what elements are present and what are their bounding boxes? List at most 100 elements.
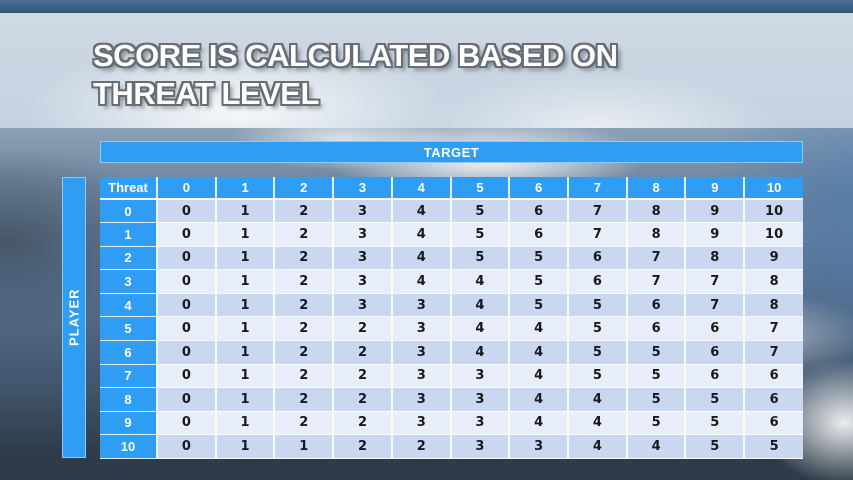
score-cell: 4 (450, 316, 511, 341)
score-cell: 1 (215, 316, 276, 341)
score-cell: 8 (685, 246, 746, 271)
score-cell: 1 (215, 246, 276, 271)
score-cell: 3 (509, 434, 570, 459)
score-cell: 4 (391, 199, 452, 224)
score-cell: 5 (450, 246, 511, 271)
player-group-label: PLAYER (66, 288, 82, 347)
score-cell: 2 (274, 411, 335, 436)
score-cell: 5 (509, 293, 570, 318)
score-cell: 3 (333, 199, 393, 224)
score-cell: 1 (215, 269, 276, 294)
score-cell: 0 (157, 199, 217, 224)
score-table: Threat 0 1 2 3 4 5 6 7 8 9 10 0 0 1 2 3 4 5 6 7 8 9 10 1 0 1 2 3 4 5… (100, 177, 803, 459)
target-group-header: TARGET (100, 141, 803, 163)
score-cell: 5 (626, 364, 687, 389)
score-cell: 5 (509, 269, 570, 294)
score-cell: 9 (685, 199, 746, 224)
threat-corner-cell: Threat (100, 177, 158, 200)
score-cell: 0 (157, 293, 217, 318)
table-head-row: Threat 0 1 2 3 4 5 6 7 8 9 10 (100, 177, 803, 200)
score-cell: 6 (744, 411, 803, 436)
score-cell: 6 (685, 340, 746, 365)
score-cell: 4 (450, 293, 511, 318)
score-cell: 3 (391, 387, 452, 412)
score-cell: 2 (333, 434, 393, 459)
player-row-label: 0 (100, 199, 158, 224)
player-row-label: 8 (100, 387, 158, 412)
score-cell: 1 (215, 434, 276, 459)
score-cell: 2 (274, 269, 335, 294)
score-cell: 4 (391, 222, 452, 247)
score-cell: 3 (333, 222, 393, 247)
score-cell: 6 (568, 269, 628, 294)
player-row-label: 1 (100, 222, 158, 247)
score-cell: 3 (333, 246, 393, 271)
score-cell: 3 (450, 387, 511, 412)
score-cell: 3 (391, 293, 452, 318)
score-cell: 7 (568, 199, 628, 224)
score-cell: 5 (685, 411, 746, 436)
score-cell: 0 (157, 434, 217, 459)
score-cell: 2 (274, 246, 335, 271)
target-group-label: TARGET (423, 144, 480, 160)
top-strip (0, 0, 853, 13)
score-cell: 5 (626, 340, 687, 365)
score-cell: 9 (685, 222, 746, 247)
score-cell: 6 (685, 364, 746, 389)
score-cell: 2 (274, 293, 335, 318)
score-cell: 2 (274, 222, 335, 247)
score-cell: 4 (509, 340, 570, 365)
score-cell: 5 (744, 434, 803, 459)
score-cell: 6 (509, 199, 570, 224)
score-cell: 2 (333, 411, 393, 436)
title-line-1: SCORE IS CALCULATED BASED ON (93, 38, 618, 73)
score-cell: 10 (744, 199, 803, 224)
score-cell: 4 (568, 434, 628, 459)
target-column-header: 7 (568, 177, 628, 200)
score-cell: 8 (744, 269, 803, 294)
score-cell: 2 (274, 199, 335, 224)
score-cell: 2 (274, 340, 335, 365)
score-cell: 3 (333, 293, 393, 318)
score-row: 0 0 1 2 3 4 5 6 7 8 9 10 (100, 199, 803, 224)
score-row: 10 0 1 1 2 2 3 3 4 4 5 5 (100, 434, 803, 459)
score-cell: 4 (568, 411, 628, 436)
score-cell: 3 (450, 364, 511, 389)
score-cell: 3 (450, 434, 511, 459)
score-cell: 5 (450, 199, 511, 224)
score-cell: 7 (685, 293, 746, 318)
player-row-label: 6 (100, 340, 158, 365)
player-row-label: 7 (100, 364, 158, 389)
score-cell: 3 (391, 364, 452, 389)
score-cell: 4 (509, 411, 570, 436)
score-cell: 8 (626, 222, 687, 247)
target-column-header: 10 (744, 177, 803, 200)
score-cell: 2 (391, 434, 452, 459)
score-cell: 4 (509, 364, 570, 389)
score-cell: 7 (685, 269, 746, 294)
score-cell: 4 (509, 387, 570, 412)
score-cell: 1 (215, 199, 276, 224)
score-cell: 4 (391, 246, 452, 271)
score-cell: 4 (391, 269, 452, 294)
score-cell: 1 (215, 411, 276, 436)
score-cell: 2 (333, 387, 393, 412)
score-cell: 5 (685, 434, 746, 459)
score-cell: 2 (274, 387, 335, 412)
score-cell: 5 (568, 293, 628, 318)
score-cell: 1 (215, 364, 276, 389)
player-row-label: 2 (100, 246, 158, 271)
target-column-header: 5 (450, 177, 511, 200)
score-cell: 1 (215, 293, 276, 318)
score-cell: 5 (626, 411, 687, 436)
score-cell: 5 (568, 316, 628, 341)
score-cell: 7 (626, 269, 687, 294)
score-cell: 5 (509, 246, 570, 271)
score-cell: 3 (391, 316, 452, 341)
target-column-header: 8 (626, 177, 687, 200)
